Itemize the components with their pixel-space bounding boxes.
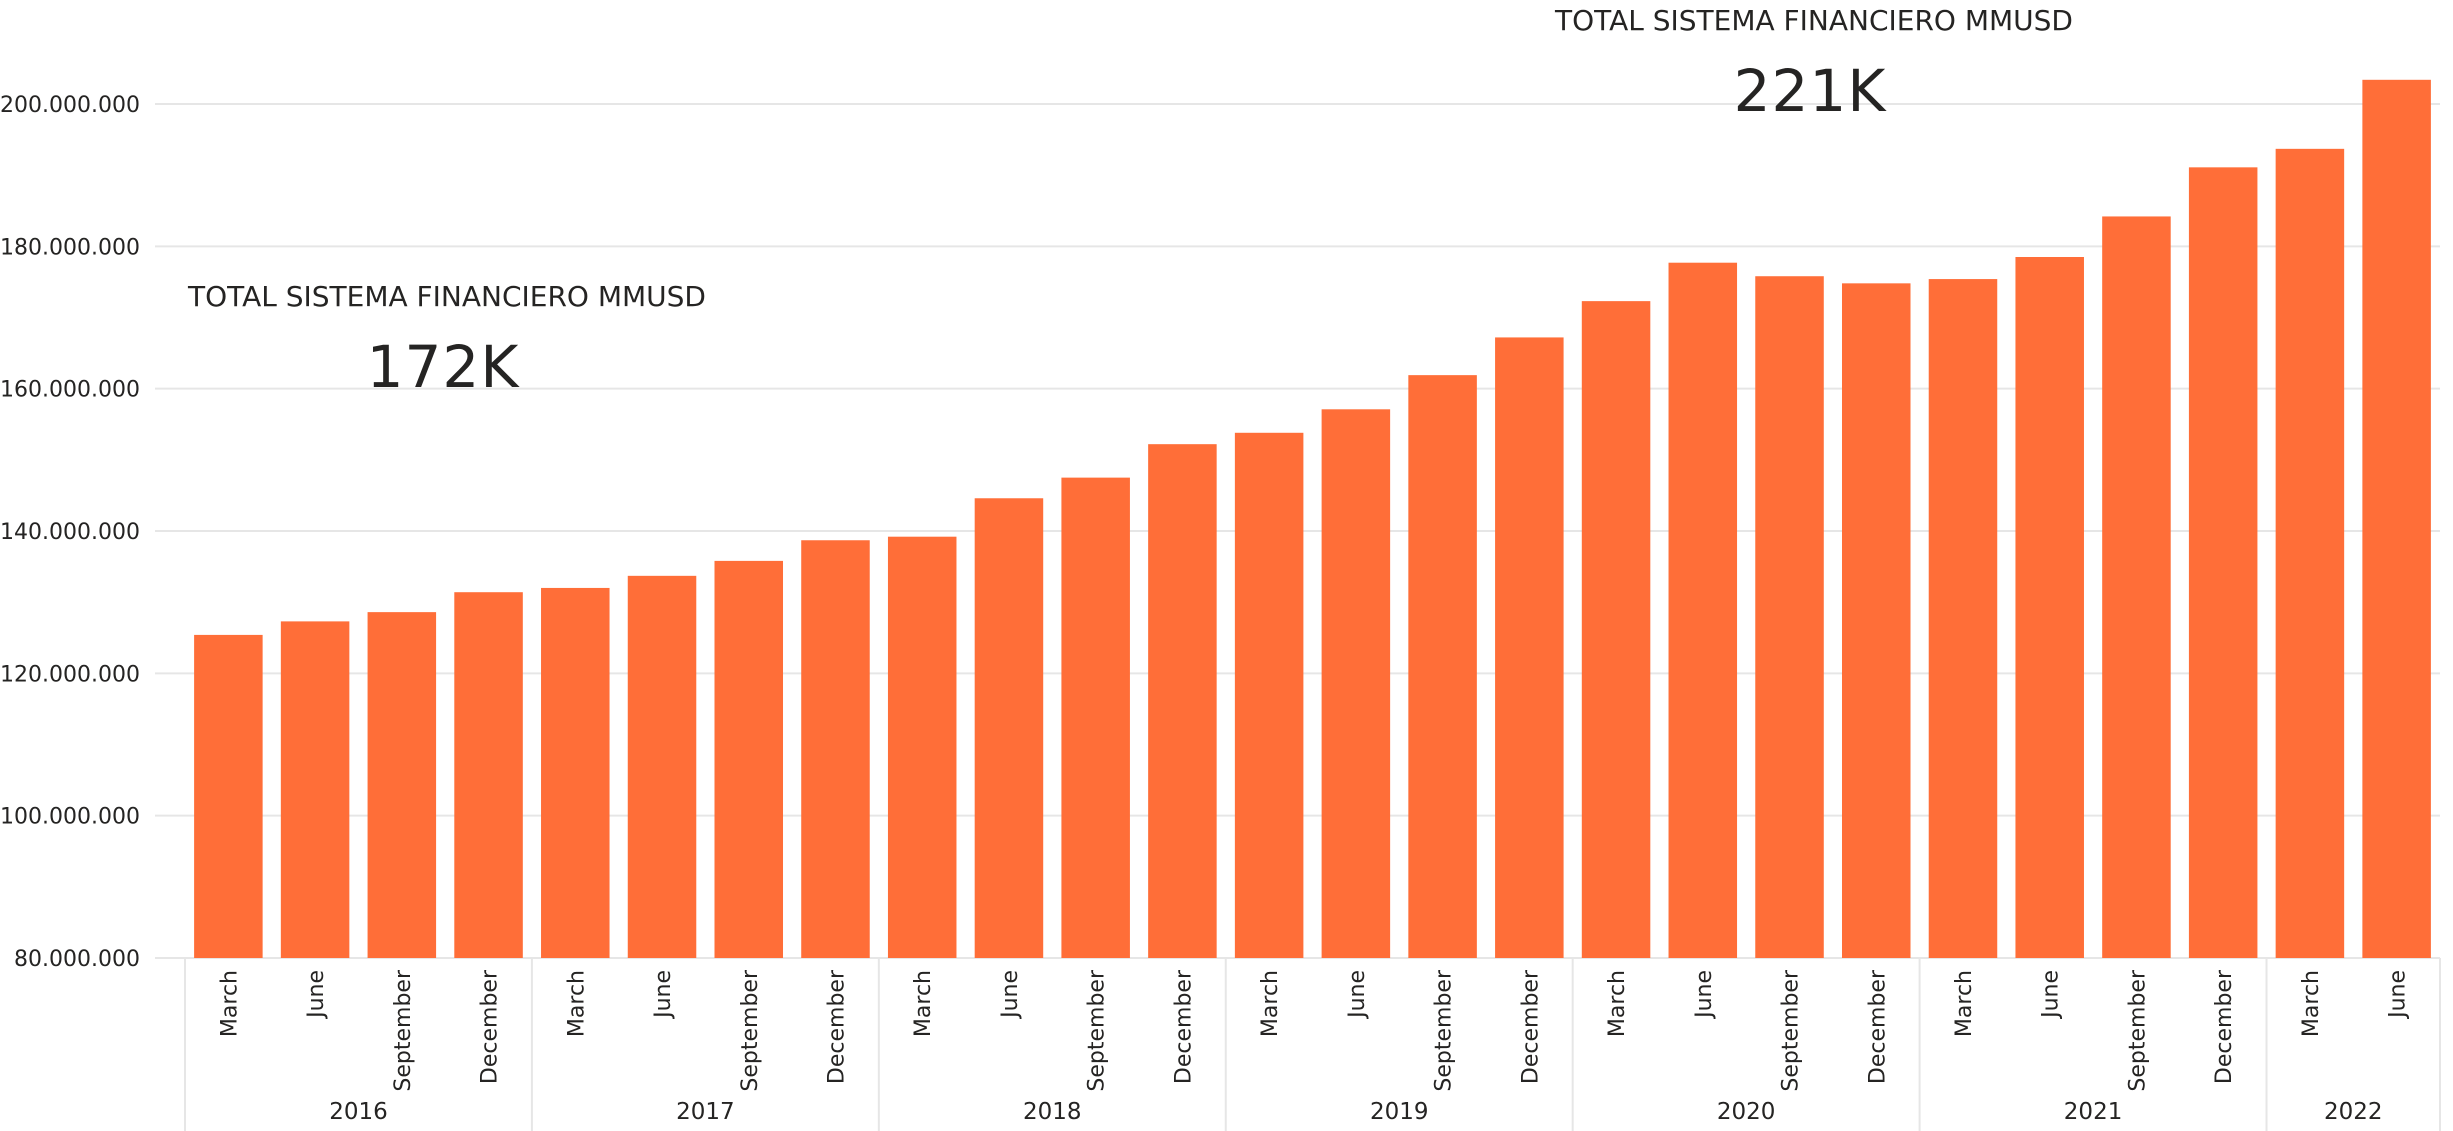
y-tick-label: 100.000.000 <box>0 805 140 830</box>
x-tick-label: September <box>1432 969 1457 1092</box>
kpi-card-left: TOTAL SISTEMA FINANCIERO MMUSD 172K <box>188 280 706 401</box>
x-tick-label: September <box>1779 969 1804 1092</box>
y-tick-label: 180.000.000 <box>0 235 140 260</box>
x-tick-label: June <box>1692 970 1717 1020</box>
x-tick-label: March <box>2299 970 2324 1037</box>
x-tick-label: March <box>1258 970 1283 1037</box>
bar <box>280 621 350 958</box>
kpi-card-left-value: 172K <box>366 333 520 401</box>
bar <box>2275 148 2345 958</box>
bar <box>2188 167 2258 959</box>
bar <box>1408 375 1477 958</box>
bar <box>454 592 523 958</box>
y-tick-label: 160.000.000 <box>0 378 140 403</box>
y-axis-tick-labels: 80.000.000 100.000.000 120.000.000 140.000.… <box>0 93 140 972</box>
x-tick-label: March <box>564 970 589 1037</box>
x-tick-label: December <box>478 969 503 1084</box>
bar <box>1321 409 1391 958</box>
kpi-card-right-value: 221K <box>1733 57 1887 125</box>
x-year-label: 2022 <box>2324 1099 2383 1125</box>
kpi-card-right: TOTAL SISTEMA FINANCIERO MMUSD 221K <box>1555 4 2073 125</box>
bar <box>2102 216 2171 958</box>
x-tick-label: December <box>1518 969 1543 1084</box>
x-tick-label: September <box>391 969 416 1092</box>
x-tick-label: June <box>1345 970 1370 1020</box>
bar <box>974 498 1044 958</box>
bar <box>1234 432 1304 958</box>
bar <box>1668 262 1738 958</box>
x-axis: March June September December March June Septe… <box>184 958 2441 1131</box>
x-tick-label: December <box>1865 969 1890 1084</box>
bar <box>367 612 437 958</box>
bars <box>194 79 2431 959</box>
x-year-label: 2019 <box>1370 1099 1429 1125</box>
bar <box>541 587 610 958</box>
bar <box>2362 79 2431 958</box>
x-tick-label: June <box>304 970 329 1020</box>
x-tick-label: March <box>1605 970 1630 1037</box>
bar <box>887 536 957 958</box>
x-tick-label: December <box>824 969 849 1084</box>
bar <box>1928 279 1998 958</box>
kpi-card-left-label: TOTAL SISTEMA FINANCIERO MMUSD <box>188 280 706 313</box>
y-tick-label: 80.000.000 <box>14 947 140 972</box>
x-year-label: 2020 <box>1717 1099 1776 1125</box>
x-tick-label: September <box>1085 969 1110 1092</box>
x-tick-label: June <box>651 970 676 1020</box>
x-year-label: 2018 <box>1023 1099 1082 1125</box>
bar <box>1841 283 1911 959</box>
y-tick-label: 200.000.000 <box>0 93 140 118</box>
bar <box>194 634 263 958</box>
bar <box>1755 276 1824 958</box>
bar <box>1061 477 1130 958</box>
x-tick-label: March <box>217 970 242 1037</box>
y-tick-label: 140.000.000 <box>0 520 140 545</box>
x-tick-label: September <box>738 969 763 1092</box>
bar <box>801 540 870 958</box>
x-year-label: 2021 <box>2064 1099 2123 1125</box>
x-tick-label: June <box>2386 970 2411 1020</box>
x-tick-label: June <box>998 970 1023 1020</box>
bar <box>1495 337 1564 959</box>
x-tick-label: June <box>2039 970 2064 1020</box>
x-tick-label: December <box>1171 969 1196 1084</box>
x-year-label: 2017 <box>676 1099 735 1125</box>
x-tick-label: September <box>2125 969 2150 1092</box>
bar <box>2015 257 2084 959</box>
bar <box>1581 301 1651 958</box>
kpi-card-right-label: TOTAL SISTEMA FINANCIERO MMUSD <box>1555 4 2073 37</box>
bar <box>627 575 697 958</box>
x-year-label: 2016 <box>329 1099 388 1125</box>
x-tick-label: March <box>911 970 936 1037</box>
bar <box>714 560 784 958</box>
x-tick-label: December <box>2212 969 2237 1084</box>
bar <box>1148 444 1217 959</box>
y-tick-label: 120.000.000 <box>0 662 140 687</box>
x-tick-label: March <box>1952 970 1977 1037</box>
